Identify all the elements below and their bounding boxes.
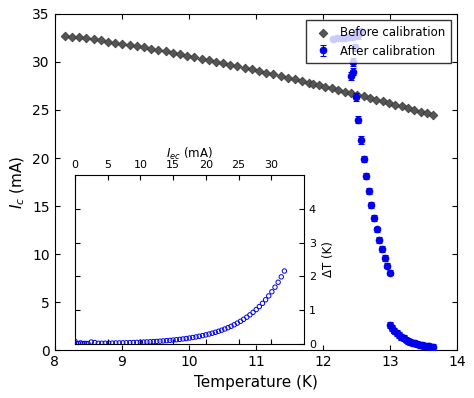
Before calibration bbox=[360, 93, 367, 100]
Before calibration bbox=[183, 53, 191, 59]
Before calibration bbox=[429, 112, 437, 118]
Before calibration bbox=[322, 84, 329, 90]
Before calibration bbox=[176, 51, 184, 57]
Before calibration bbox=[366, 95, 374, 101]
Before calibration bbox=[423, 110, 431, 117]
Before calibration bbox=[392, 101, 399, 108]
Before calibration bbox=[133, 43, 141, 49]
Before calibration bbox=[155, 47, 162, 53]
Before calibration bbox=[334, 87, 342, 93]
Before calibration bbox=[354, 92, 361, 98]
Before calibration bbox=[147, 46, 155, 52]
Before calibration bbox=[234, 63, 241, 69]
Before calibration bbox=[205, 57, 212, 63]
Before calibration bbox=[97, 37, 105, 44]
Before calibration bbox=[404, 105, 412, 111]
Before calibration bbox=[68, 33, 76, 40]
Before calibration bbox=[309, 80, 317, 87]
Before calibration bbox=[191, 54, 198, 60]
Before calibration bbox=[291, 76, 299, 82]
Before calibration bbox=[306, 80, 313, 86]
Before calibration bbox=[373, 96, 380, 103]
Before calibration bbox=[284, 74, 292, 81]
Before calibration bbox=[104, 38, 112, 45]
Before calibration bbox=[61, 33, 69, 39]
Before calibration bbox=[263, 70, 270, 76]
Before calibration bbox=[248, 66, 255, 72]
Before calibration bbox=[212, 59, 219, 65]
Before calibration bbox=[198, 55, 205, 62]
Before calibration bbox=[277, 73, 284, 79]
X-axis label: Temperature (K): Temperature (K) bbox=[194, 375, 318, 390]
Before calibration bbox=[379, 98, 386, 105]
Before calibration bbox=[398, 103, 405, 109]
Before calibration bbox=[169, 50, 176, 56]
Before calibration bbox=[315, 82, 323, 88]
Before calibration bbox=[219, 60, 227, 66]
Before calibration bbox=[111, 39, 119, 46]
Before calibration bbox=[328, 85, 336, 92]
Before calibration bbox=[82, 35, 90, 42]
Before calibration bbox=[410, 107, 418, 113]
Before calibration bbox=[241, 64, 248, 71]
Before calibration bbox=[270, 71, 277, 78]
Before calibration bbox=[118, 41, 126, 47]
Y-axis label: $I_c$ (mA): $I_c$ (mA) bbox=[9, 155, 27, 209]
Before calibration bbox=[90, 36, 97, 43]
Before calibration bbox=[140, 44, 148, 51]
Before calibration bbox=[347, 90, 355, 96]
Legend: Before calibration, After calibration: Before calibration, After calibration bbox=[306, 20, 451, 63]
Before calibration bbox=[299, 78, 306, 84]
Before calibration bbox=[227, 61, 234, 68]
Before calibration bbox=[385, 100, 393, 106]
Before calibration bbox=[75, 34, 83, 41]
Before calibration bbox=[126, 42, 133, 48]
Before calibration bbox=[341, 88, 348, 95]
Before calibration bbox=[417, 108, 425, 115]
Before calibration bbox=[162, 48, 169, 55]
Before calibration bbox=[255, 68, 263, 74]
